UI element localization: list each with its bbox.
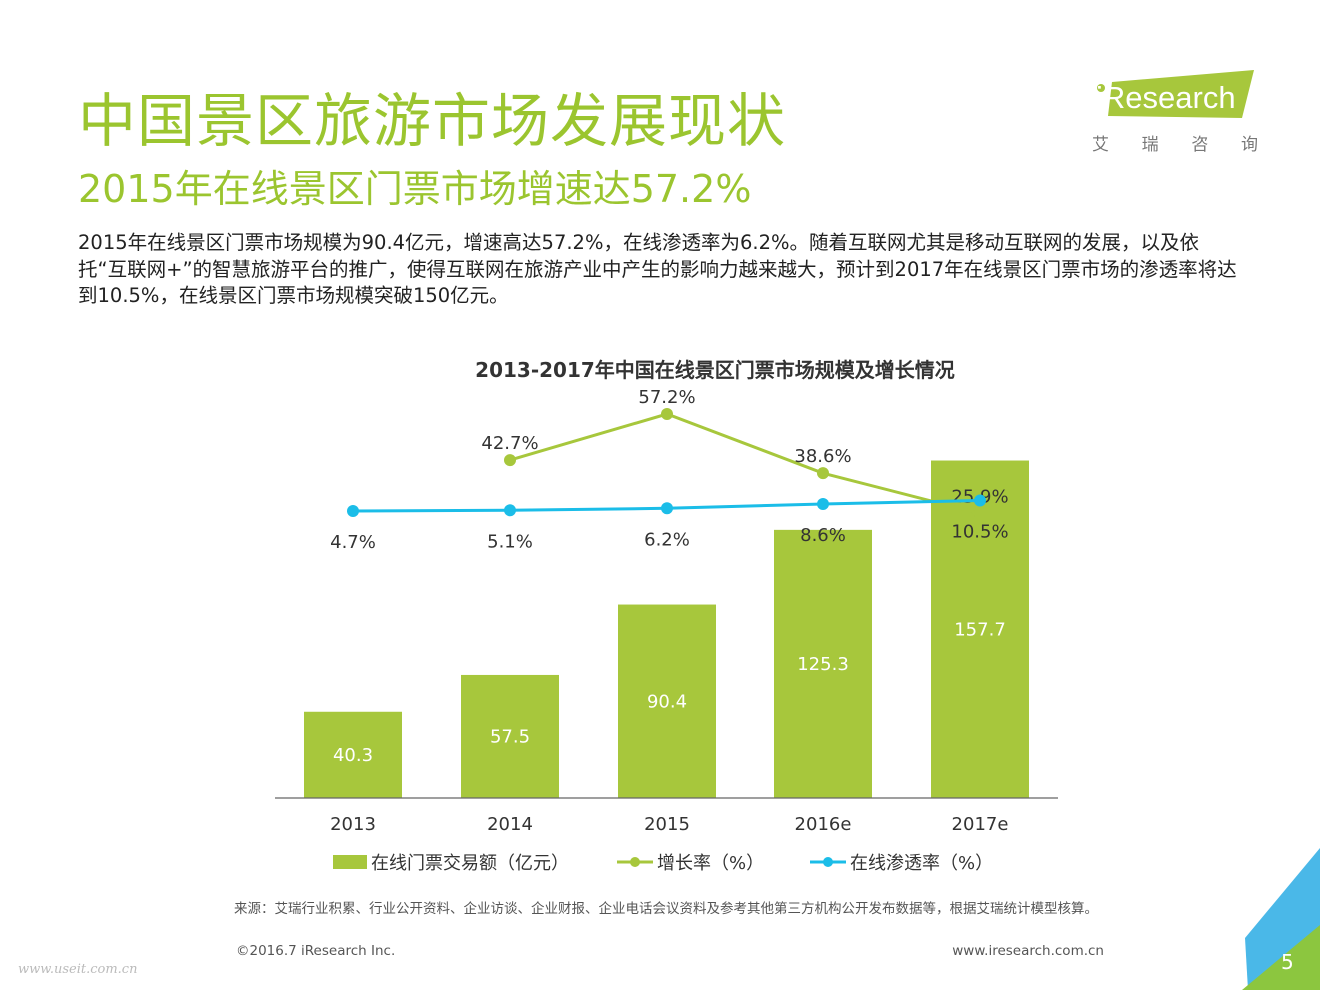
logo-text: iResearch (1096, 80, 1236, 115)
legend-marker-penetration (823, 857, 833, 867)
iresearch-logo: iResearch (1096, 70, 1254, 118)
legend-label-bar: 在线门票交易额（亿元） (371, 853, 569, 874)
logo-char: 艾 (1092, 135, 1109, 155)
legend-swatch-bar (333, 855, 367, 869)
growth-point-2014 (504, 454, 516, 467)
bar-value-label: 125.3 (797, 654, 849, 675)
intro-paragraph: 2015年在线景区门票市场规模为90.4亿元，增速高达57.2%，在线渗透率为6… (78, 231, 1237, 307)
penetration-point-2016e (817, 497, 829, 510)
watermark: www.useit.com.cn (18, 962, 138, 977)
logo-green-banner (1108, 70, 1254, 118)
logo-char: 询 (1240, 135, 1258, 155)
bar-2016e (774, 529, 872, 798)
chart-title: 2013-2017年中国在线景区门票市场规模及增长情况 (475, 358, 955, 382)
x-tick-label: 2014 (487, 814, 533, 835)
penetration-label: 5.1% (487, 531, 533, 552)
penetration-label: 6.2% (644, 529, 690, 550)
bar-value-label: 157.7 (954, 619, 1006, 640)
x-tick-label: 2013 (330, 814, 376, 835)
growth-point-2015 (661, 408, 673, 420)
penetration-point-2017e (974, 494, 986, 507)
copyright: ©2016.7 iResearch Inc. (236, 943, 396, 959)
penetration-label: 4.7% (330, 532, 376, 553)
logo-char: 咨 (1191, 135, 1209, 155)
chart-legend: 在线门票交易额（亿元） 增长率（%） 在线渗透率（%） (333, 853, 993, 874)
penetration-label: 10.5% (951, 522, 1008, 543)
source-note: 来源：艾瑞行业积累、行业公开资料、企业访谈、企业财报、企业电话会议资料及参考其他… (234, 901, 1098, 917)
bar-2013 (304, 711, 402, 798)
bar-2014 (461, 674, 559, 798)
x-tick-label: 2015 (644, 814, 690, 835)
legend-marker-growth (630, 857, 640, 867)
growth-label: 42.7% (481, 433, 538, 454)
corner-triangle-green (1242, 925, 1320, 990)
page-number: 5 (1281, 950, 1294, 974)
logo-subtitle: 艾 瑞 咨 询 (1092, 130, 1258, 155)
penetration-point-2014 (504, 504, 516, 517)
growth-label: 38.6% (794, 446, 851, 467)
penetration-point-2015 (661, 502, 673, 515)
legend-label-penetration: 在线渗透率（%） (850, 853, 993, 874)
page-title: 中国景区旅游市场发展现状 (78, 87, 787, 155)
bar-2015 (618, 604, 716, 798)
growth-rate-line (509, 412, 981, 515)
penetration-label: 8.6% (800, 525, 846, 546)
logo-dot (1097, 84, 1105, 92)
growth-label: 57.2% (638, 387, 695, 408)
penetration-point-2013 (347, 505, 359, 517)
x-tick-label: 2017e (952, 814, 1009, 835)
bar-value-label: 57.5 (490, 726, 530, 747)
website-link[interactable]: www.iresearch.com.cn (952, 943, 1104, 959)
x-tick-label: 2016e (795, 814, 852, 835)
growth-point-2017e (974, 507, 986, 520)
bar-value-label: 40.3 (333, 745, 373, 766)
corner-decoration (1242, 848, 1320, 990)
bar-value-label: 90.4 (647, 691, 687, 712)
growth-point-2016e (817, 467, 829, 480)
legend-label-growth: 增长率（%） (657, 853, 764, 874)
page-subtitle: 2015年在线景区门票市场增速达57.2% (78, 167, 752, 211)
logo-char: 瑞 (1141, 135, 1159, 155)
